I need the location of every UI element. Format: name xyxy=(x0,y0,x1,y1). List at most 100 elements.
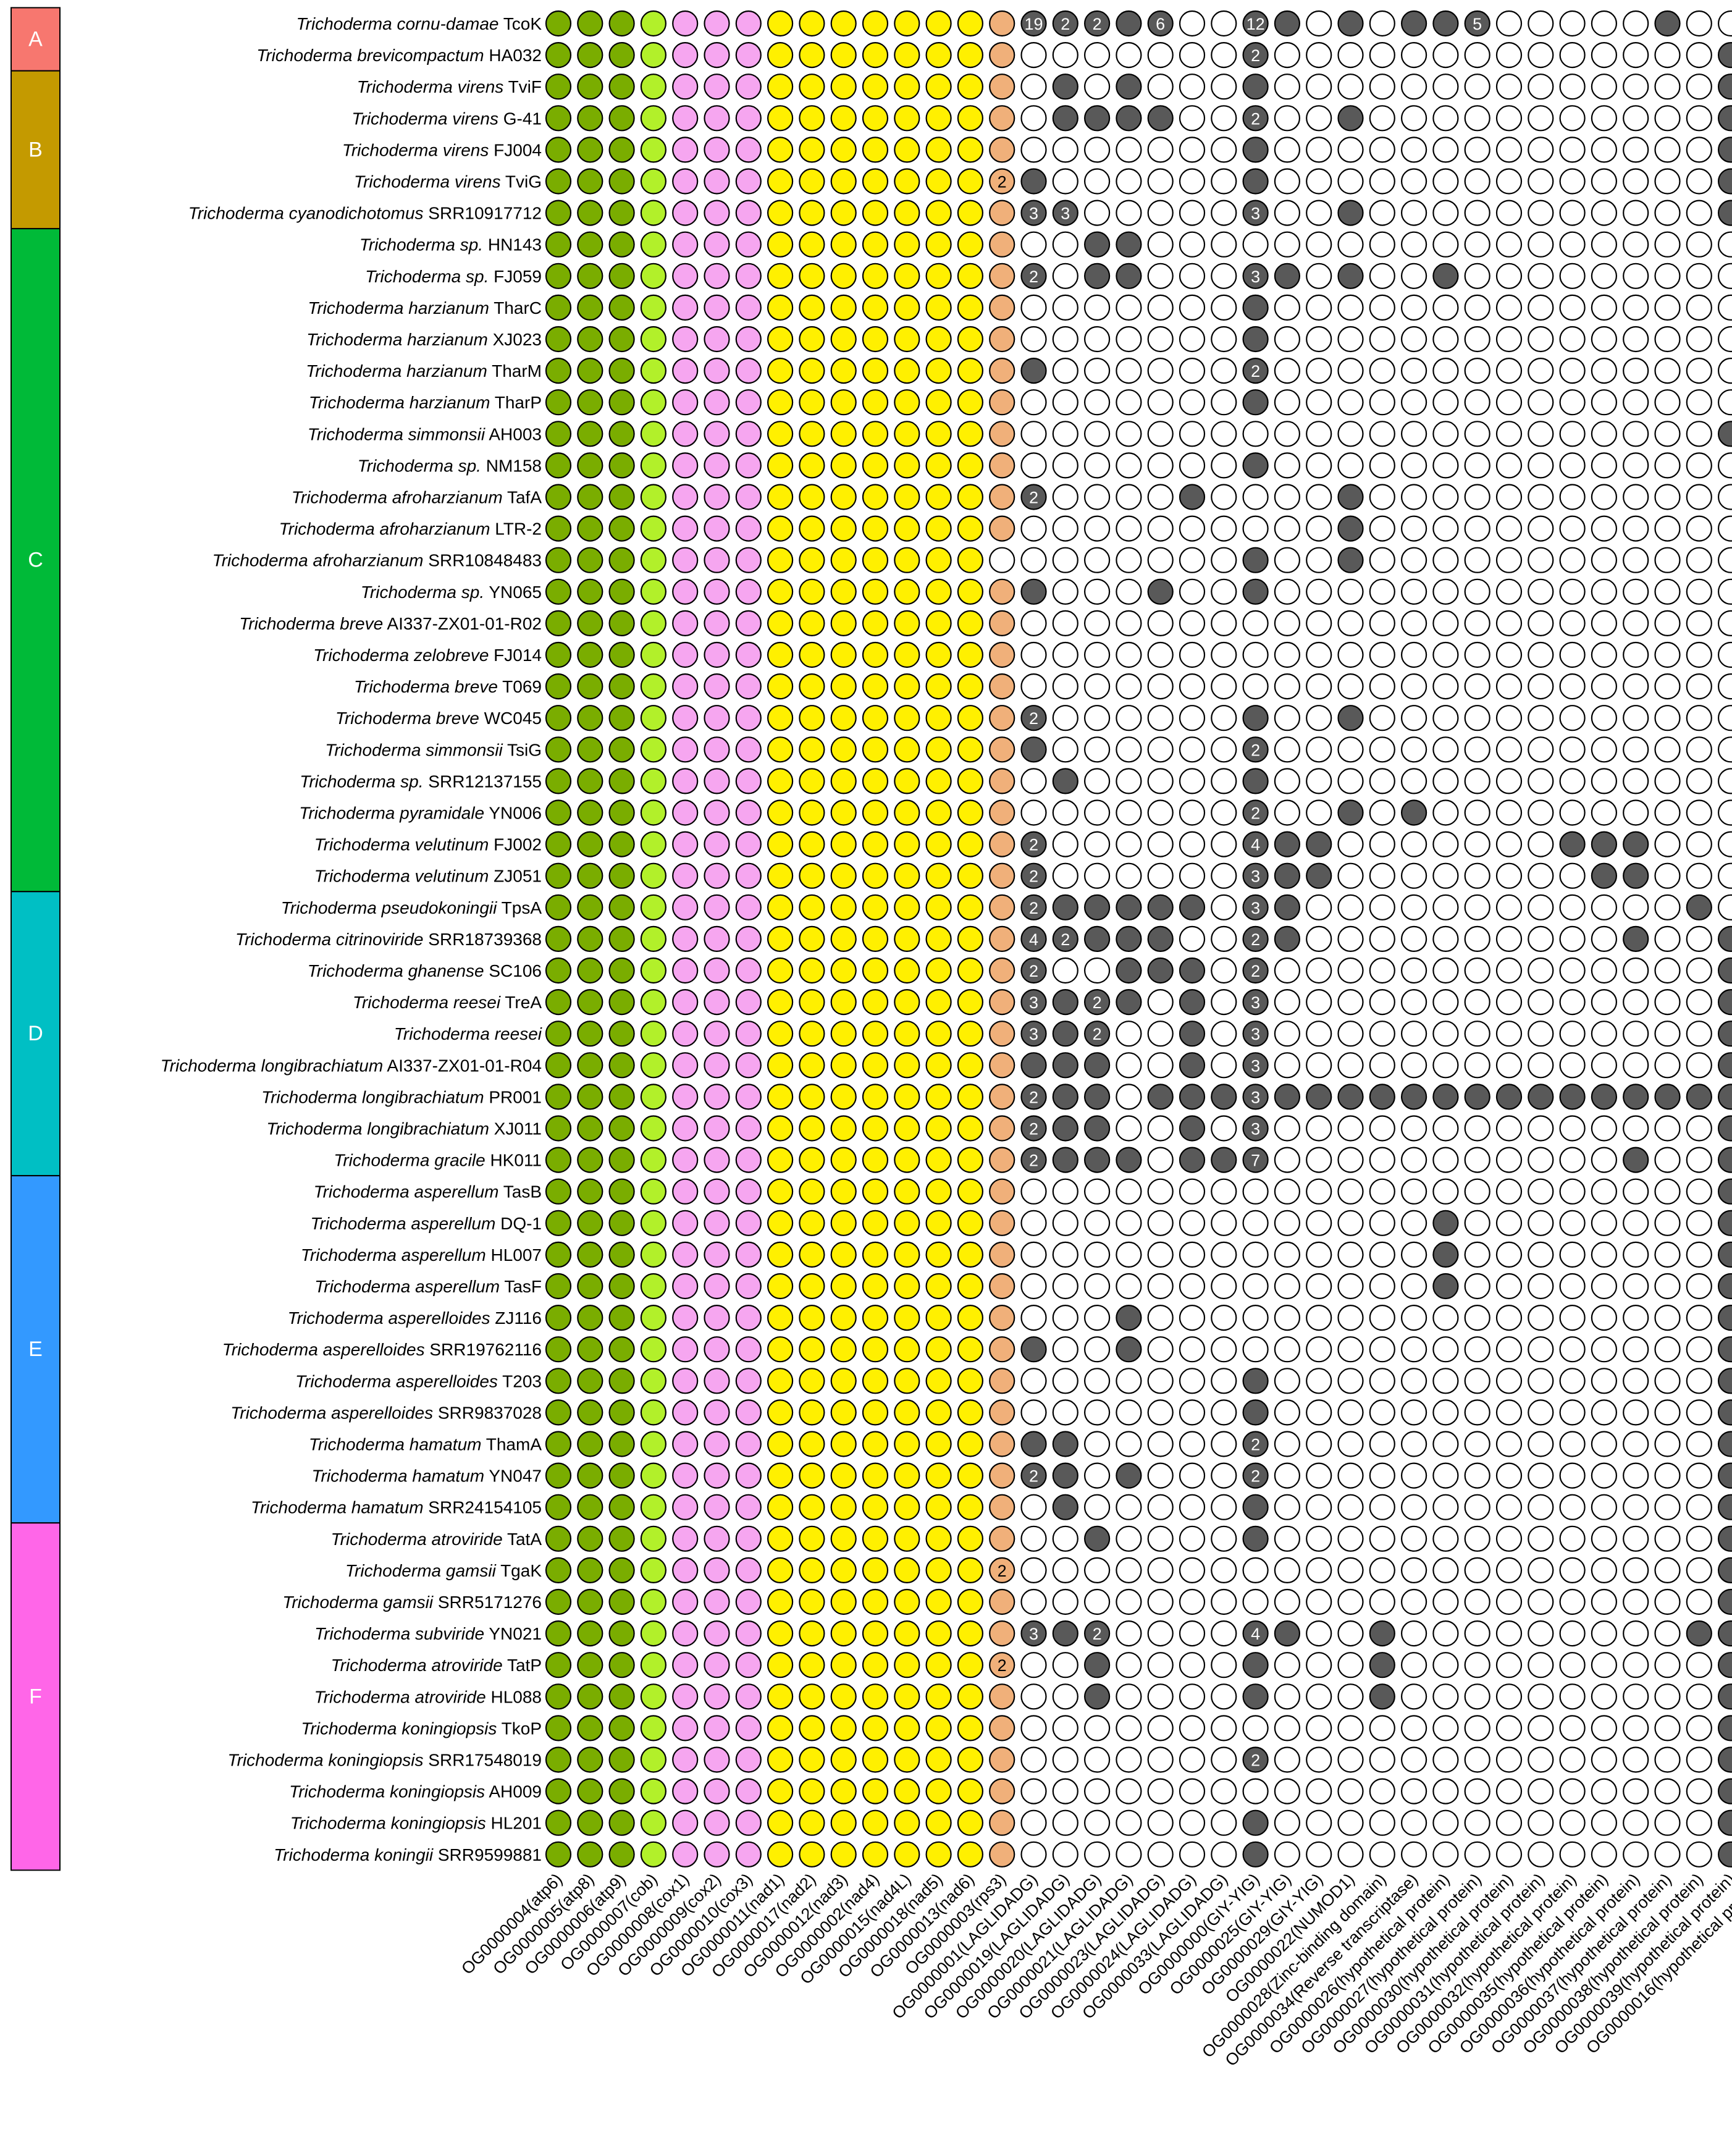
dot xyxy=(830,641,857,668)
dot xyxy=(1083,1557,1111,1583)
dot xyxy=(1147,421,1174,447)
dot xyxy=(799,1525,825,1552)
dot-count-label: 2 xyxy=(1029,1120,1038,1139)
dot xyxy=(1495,515,1523,542)
dot xyxy=(1623,1021,1649,1047)
dot xyxy=(1020,705,1047,731)
dot xyxy=(1116,1305,1142,1331)
dot xyxy=(1495,452,1523,479)
dot xyxy=(830,1147,857,1173)
dot xyxy=(1591,1462,1617,1489)
dot xyxy=(1686,1652,1712,1678)
dot xyxy=(1591,41,1617,69)
row-label: Trichoderma subviride YN021 xyxy=(314,1624,542,1643)
dot xyxy=(1211,1715,1237,1741)
dot xyxy=(1654,768,1681,794)
dot xyxy=(1020,547,1047,573)
species-name: Trichoderma brevicompactum xyxy=(256,46,484,65)
dot-count-label: 2 xyxy=(1029,962,1038,980)
dot xyxy=(1528,957,1554,984)
dot xyxy=(735,768,762,794)
dot xyxy=(1464,641,1490,668)
dot xyxy=(989,641,1015,668)
dot xyxy=(1306,736,1332,763)
dot xyxy=(1179,231,1206,258)
dot xyxy=(1211,200,1237,226)
dot xyxy=(1591,705,1617,731)
dot xyxy=(545,1683,572,1710)
dot xyxy=(1559,1652,1586,1678)
species-name: Trichoderma harzianum xyxy=(306,330,488,349)
dot xyxy=(1623,1368,1649,1394)
dot xyxy=(1306,74,1332,100)
dot xyxy=(830,1336,857,1363)
dot xyxy=(1401,200,1427,226)
dot xyxy=(1179,705,1206,731)
dot xyxy=(862,1683,889,1710)
dot xyxy=(1464,1336,1490,1363)
dot xyxy=(989,10,1015,37)
dot xyxy=(1369,452,1395,479)
dot xyxy=(577,1241,603,1268)
dot xyxy=(1686,894,1712,920)
dot xyxy=(672,799,699,826)
dot xyxy=(640,1588,667,1615)
dot xyxy=(608,578,635,605)
dot xyxy=(1242,326,1269,353)
dot xyxy=(1559,957,1586,984)
dot xyxy=(1116,1809,1142,1836)
dot xyxy=(1052,10,1078,37)
dot xyxy=(862,578,889,605)
dot xyxy=(1020,1588,1047,1615)
dot xyxy=(957,326,984,353)
dot xyxy=(1528,1525,1554,1552)
dot xyxy=(704,988,730,1016)
dot xyxy=(989,1841,1015,1868)
dot xyxy=(608,925,635,953)
dot xyxy=(1686,1525,1712,1552)
dot xyxy=(1242,1241,1269,1268)
dot xyxy=(799,1620,825,1647)
dot xyxy=(799,1715,825,1741)
dot xyxy=(608,862,635,889)
dot xyxy=(1020,1052,1047,1079)
dot xyxy=(862,105,889,132)
dot xyxy=(1020,137,1047,163)
dot xyxy=(894,74,920,100)
dot xyxy=(1369,1210,1395,1236)
dot xyxy=(1718,1683,1732,1710)
dot xyxy=(1306,1809,1332,1836)
dot xyxy=(1623,1115,1649,1142)
row-label: Trichoderma afroharzianum LTR-2 xyxy=(279,520,542,539)
row-label: Trichoderma velutinum ZJ051 xyxy=(314,867,542,886)
dot xyxy=(862,1620,889,1647)
dot xyxy=(767,1210,794,1236)
dot xyxy=(1147,862,1174,889)
dot-count-label: 3 xyxy=(1251,993,1260,1012)
dot xyxy=(1528,1084,1554,1110)
dot xyxy=(989,673,1015,700)
strain-name: SRR18739368 xyxy=(424,930,542,949)
dot xyxy=(1401,578,1427,605)
dot xyxy=(735,1620,762,1647)
dot xyxy=(1591,925,1617,953)
dot xyxy=(672,641,699,668)
dot xyxy=(1242,799,1269,826)
dot xyxy=(799,831,825,857)
row-label: Trichoderma sp. NM158 xyxy=(358,456,542,475)
dot xyxy=(1432,515,1459,542)
dot xyxy=(767,641,794,668)
dot xyxy=(608,452,635,479)
dot xyxy=(672,957,699,984)
dot xyxy=(1306,673,1332,700)
dot xyxy=(957,357,984,384)
dot xyxy=(735,957,762,984)
dot xyxy=(577,389,603,416)
dot xyxy=(735,515,762,542)
dot xyxy=(608,673,635,700)
dot xyxy=(672,168,699,195)
dot xyxy=(608,1241,635,1268)
dot xyxy=(894,705,920,731)
dot xyxy=(577,137,603,163)
strain-name: AI337-ZX01-01-R02 xyxy=(383,614,542,633)
